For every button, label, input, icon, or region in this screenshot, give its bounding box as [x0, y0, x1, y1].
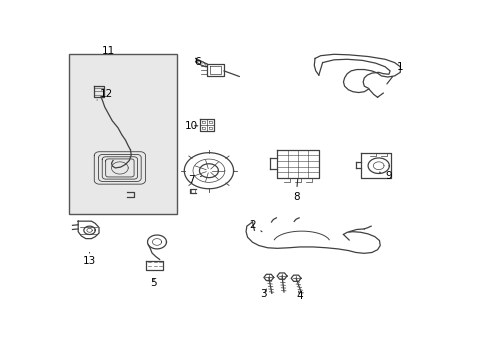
Text: 11: 11 — [102, 46, 115, 56]
Text: 1: 1 — [386, 62, 403, 84]
Text: 10: 10 — [185, 121, 198, 131]
Text: 9: 9 — [379, 171, 391, 181]
Text: 13: 13 — [83, 252, 96, 266]
Text: 8: 8 — [292, 179, 299, 202]
Text: 3: 3 — [260, 289, 266, 299]
Text: 2: 2 — [249, 220, 262, 232]
Bar — [68, 54, 176, 214]
Text: 7: 7 — [188, 175, 201, 185]
Text: 6: 6 — [194, 57, 206, 67]
Text: 4: 4 — [296, 291, 303, 301]
Text: 12: 12 — [97, 90, 113, 100]
Text: 5: 5 — [150, 278, 157, 288]
